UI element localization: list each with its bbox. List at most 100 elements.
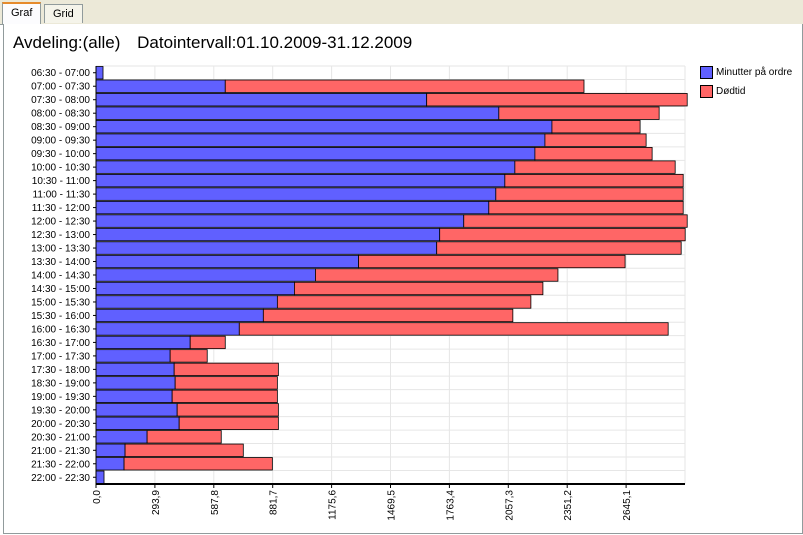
bar-minutter (95, 93, 428, 107)
bar-dodtid (495, 187, 684, 201)
bar-dodtid (504, 173, 684, 188)
y-tick-label: 21:30 - 22:00 (31, 459, 90, 470)
y-tick-label: 15:30 - 16:00 (31, 311, 90, 322)
x-tick-label: 293,9 (151, 490, 162, 515)
bar-minutter (95, 308, 264, 323)
bar-dodtid (514, 160, 676, 174)
y-tick-label: 18:30 - 19:00 (31, 378, 90, 389)
bar-dodtid (189, 335, 226, 350)
y-tick-label: 13:30 - 14:00 (31, 257, 90, 268)
y-tick-label: 16:00 - 16:30 (31, 324, 90, 335)
bar-minutter (95, 173, 506, 188)
bar-minutter (95, 457, 125, 471)
bar-dodtid (224, 79, 585, 93)
bar-minutter (95, 160, 516, 174)
x-tick-label: 2645,1 (622, 490, 633, 521)
bar-minutter (95, 147, 536, 161)
y-tick-label: 09:00 - 09:30 (31, 136, 90, 147)
bar-minutter (95, 214, 465, 228)
department-label: Avdeling:(alle) (13, 33, 121, 52)
bar-dodtid (294, 281, 544, 296)
bar-minutter (95, 227, 441, 242)
y-tick-label: 19:30 - 20:00 (31, 405, 90, 416)
legend-item-minutter: Minutter på ordre (700, 66, 800, 79)
x-tick-label: 1763,4 (445, 490, 456, 521)
tab-graf[interactable]: Graf (2, 2, 42, 24)
bar-minutter (95, 106, 500, 120)
bar-dodtid (426, 93, 688, 107)
bar-minutter (95, 416, 180, 430)
bar-dodtid (178, 416, 279, 430)
bar-dodtid (315, 268, 559, 282)
legend-label-minutter: Minutter på ordre (716, 67, 793, 78)
y-tick-label: 14:30 - 15:00 (31, 284, 90, 295)
y-tick-label: 08:00 - 08:30 (31, 109, 90, 120)
y-tick-label: 15:00 - 15:30 (31, 297, 90, 308)
x-tick-label: 587,8 (210, 490, 221, 515)
bar-minutter (95, 403, 178, 417)
bar-dodtid (124, 443, 244, 457)
tab-grid[interactable]: Grid (44, 4, 83, 23)
y-tick-label: 17:00 - 17:30 (31, 351, 90, 362)
y-tick-label: 20:30 - 21:00 (31, 432, 90, 443)
legend-swatch-dodtid (700, 85, 713, 98)
bar-minutter (95, 295, 278, 309)
bar-minutter (95, 120, 553, 134)
bar-dodtid (238, 322, 669, 336)
bar-minutter (95, 335, 191, 350)
bar-dodtid (534, 147, 653, 161)
bar-minutter (95, 430, 148, 444)
bar-dodtid (262, 308, 514, 323)
bar-dodtid (171, 389, 278, 403)
bar-minutter (95, 268, 316, 282)
bar-dodtid (176, 403, 279, 417)
bar-dodtid (463, 214, 688, 228)
y-tick-label: 17:30 - 18:00 (31, 365, 90, 376)
bar-dodtid (174, 376, 278, 390)
bar-minutter (95, 241, 438, 255)
x-tick-label: 881,7 (269, 490, 280, 515)
y-tick-label: 13:00 - 13:30 (31, 244, 90, 255)
x-tick-label: 1469,5 (387, 490, 398, 521)
bar-minutter (95, 79, 226, 93)
bar-minutter (95, 254, 359, 269)
bar-dodtid (123, 457, 273, 471)
x-tick-label: 1175,6 (328, 490, 339, 520)
bar-minutter (95, 349, 171, 363)
chart-legend: Minutter på ordre Dødtid (700, 66, 800, 104)
y-tick-label: 12:30 - 13:00 (31, 230, 90, 241)
bar-minutter (95, 133, 546, 147)
legend-label-dodtid: Dødtid (716, 86, 746, 97)
legend-item-dodtid: Dødtid (700, 85, 800, 98)
y-tick-label: 11:00 - 11:30 (33, 190, 91, 201)
y-tick-label: 12:00 - 12:30 (31, 217, 90, 228)
y-tick-label: 22:00 - 22:30 (31, 473, 90, 484)
bar-minutter (95, 200, 490, 215)
bar-dodtid (488, 200, 684, 215)
bar-dodtid (169, 349, 208, 363)
x-tick-label: 2351,2 (563, 490, 574, 521)
chart-title: Avdeling:(alle) Datointervall:01.10.2009… (13, 33, 424, 53)
bar-dodtid (551, 120, 641, 134)
y-tick-label: 21:00 - 21:30 (31, 446, 90, 457)
bar-dodtid (439, 227, 686, 242)
bar-dodtid (358, 254, 626, 269)
bar-minutter (95, 470, 105, 484)
x-tick-label: 2057,3 (504, 490, 515, 521)
y-tick-label: 11:30 - 12:00 (32, 203, 91, 214)
y-tick-label: 08:30 - 09:00 (31, 122, 90, 133)
bar-minutter (95, 66, 104, 80)
bar-minutter (95, 281, 295, 296)
bar-minutter (95, 362, 175, 377)
legend-swatch-minutter (700, 66, 713, 79)
bar-minutter (95, 187, 497, 201)
y-tick-label: 07:00 - 07:30 (31, 82, 90, 93)
bar-dodtid (173, 362, 279, 377)
bar-minutter (95, 389, 173, 403)
bar-dodtid (498, 106, 660, 120)
bar-minutter (95, 322, 240, 336)
bar-dodtid (146, 430, 222, 444)
y-tick-label: 10:00 - 10:30 (31, 163, 90, 174)
bar-minutter (95, 443, 126, 457)
